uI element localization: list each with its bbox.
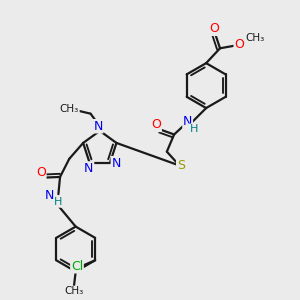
Text: S: S [177, 159, 185, 172]
Text: N: N [45, 189, 55, 202]
Text: Cl: Cl [71, 260, 83, 273]
Text: N: N [183, 116, 192, 128]
Text: N: N [84, 162, 94, 175]
Text: N: N [94, 120, 103, 133]
Text: H: H [189, 124, 198, 134]
Text: H: H [54, 197, 63, 207]
Text: O: O [234, 38, 244, 51]
Text: N: N [111, 157, 121, 170]
Text: CH₃: CH₃ [245, 33, 264, 43]
Text: O: O [36, 167, 46, 179]
Text: CH₃: CH₃ [60, 104, 79, 114]
Text: O: O [209, 22, 219, 35]
Text: O: O [151, 118, 161, 131]
Text: CH₃: CH₃ [64, 286, 84, 296]
